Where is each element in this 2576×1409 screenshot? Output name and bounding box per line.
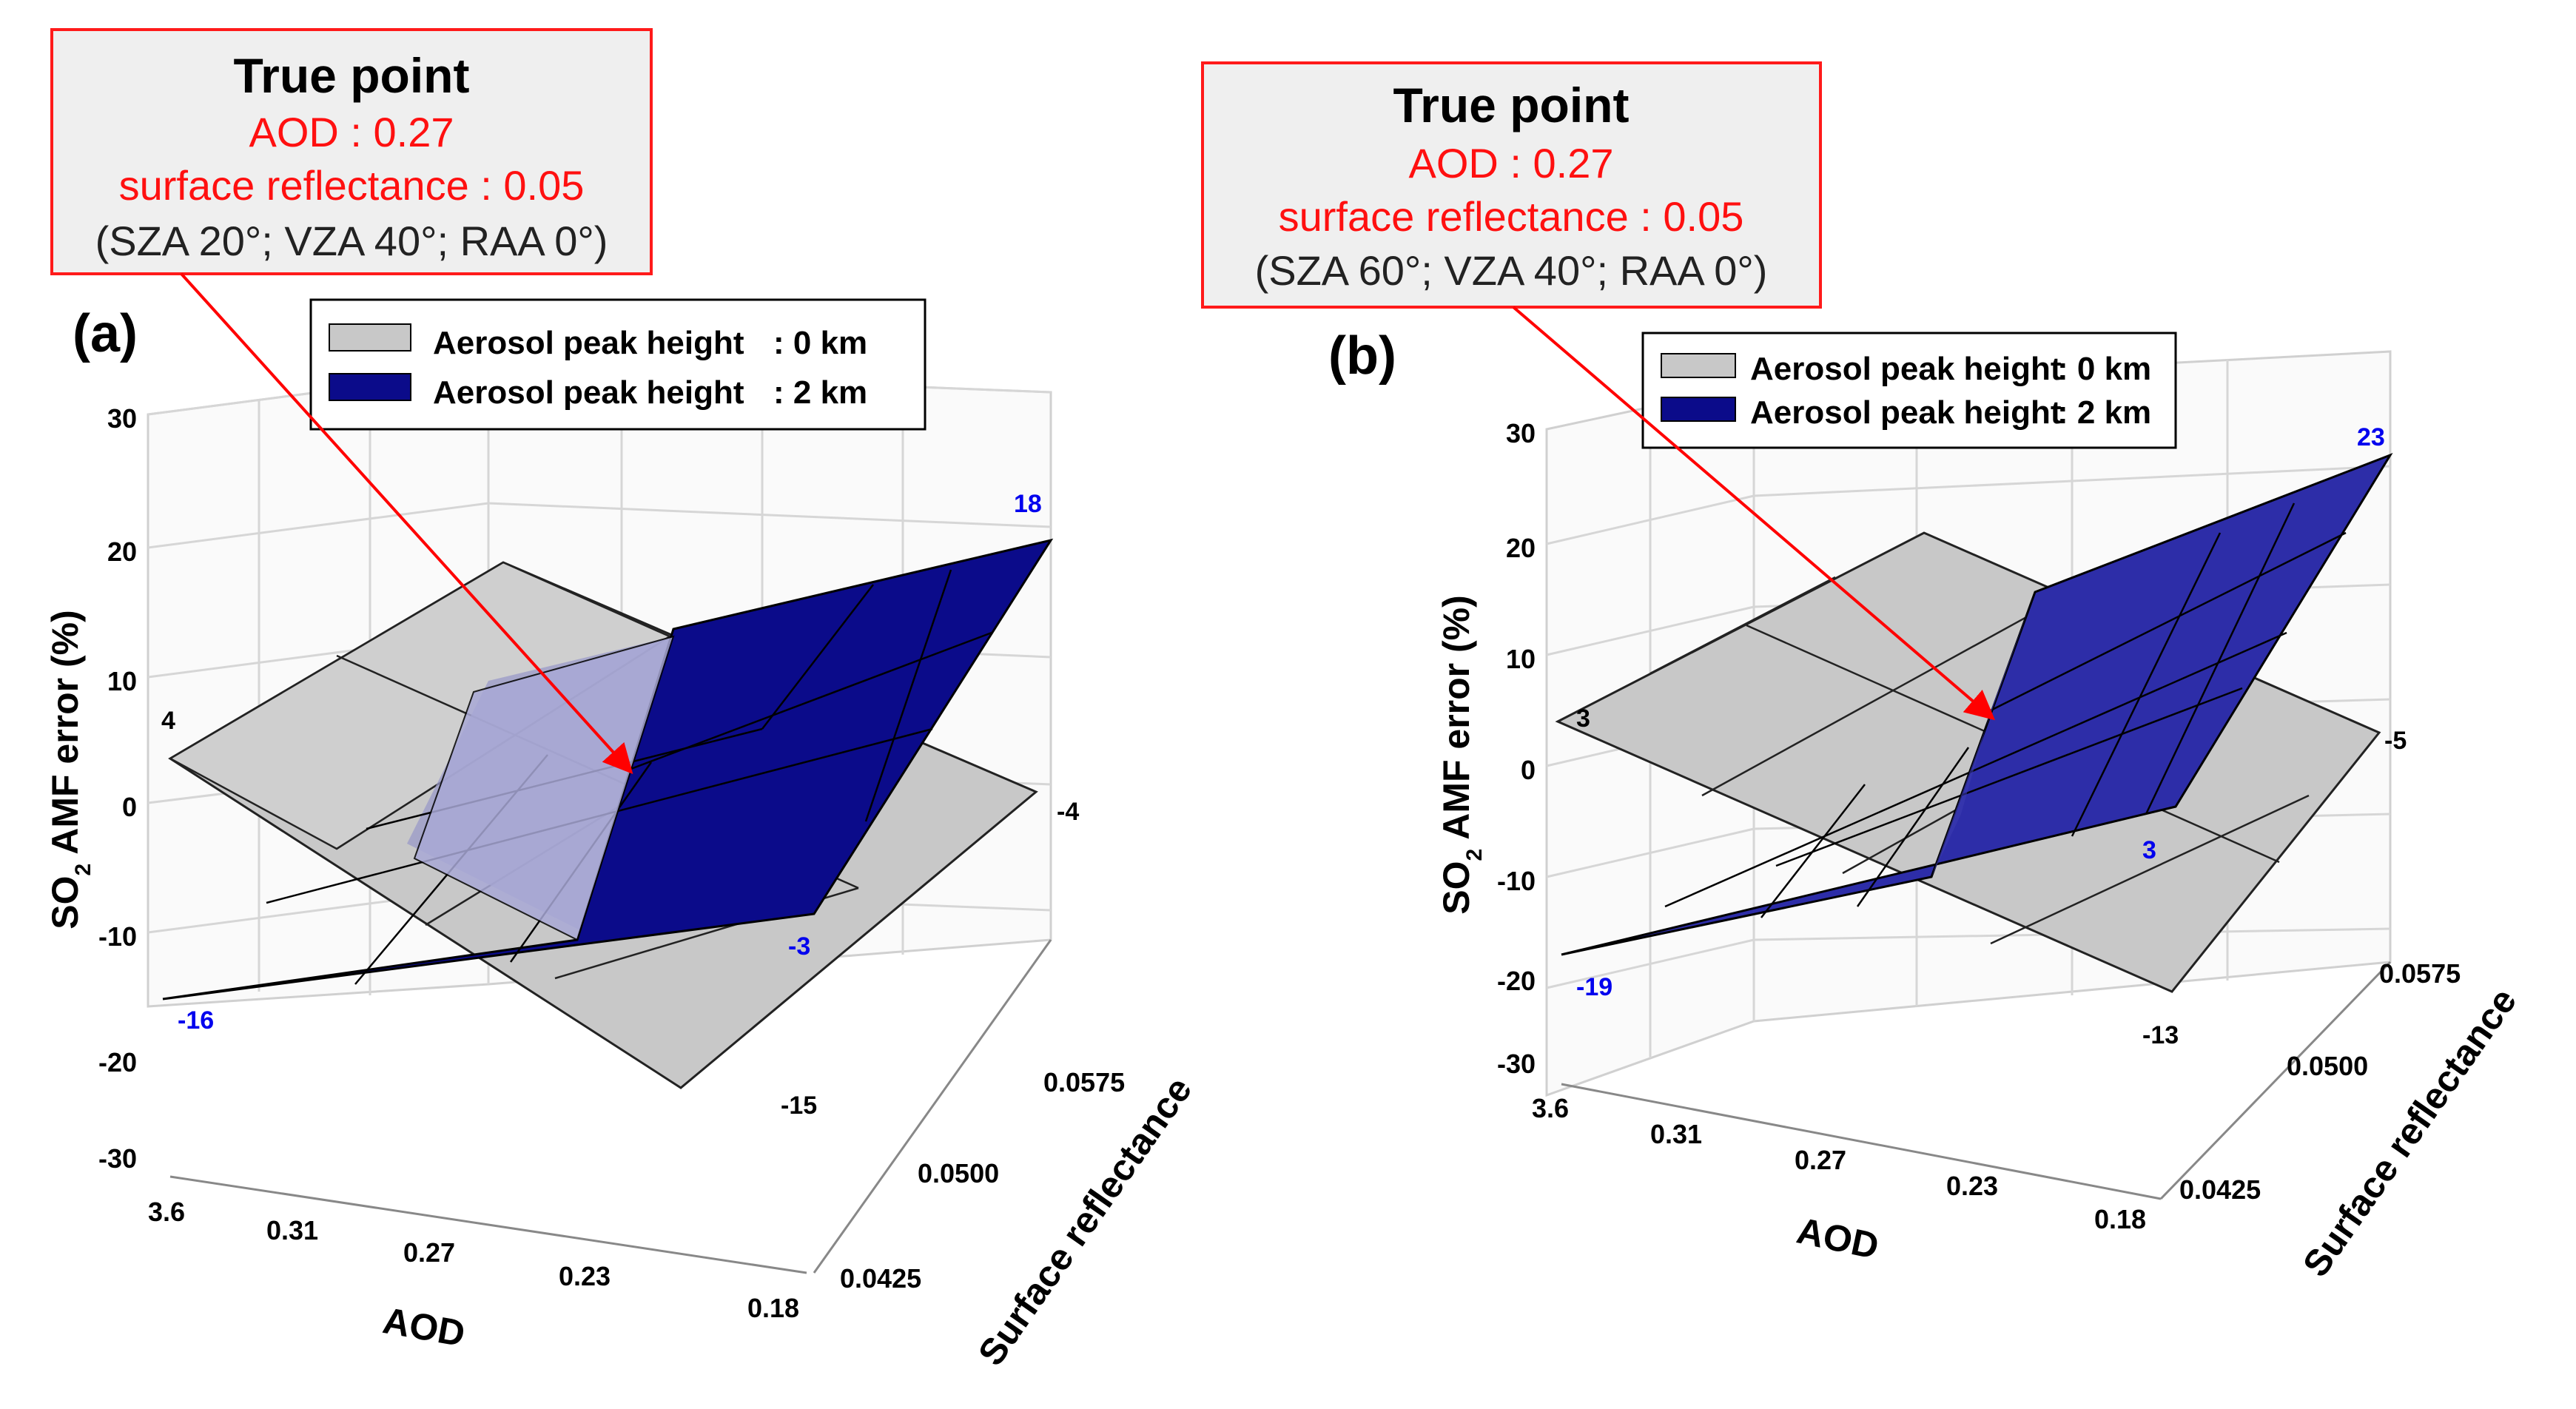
panel-b-legend-label: Aerosol peak height — [1750, 351, 2062, 387]
panel-a-y-axis-line — [813, 939, 1052, 1274]
panel-a: 30 20 10 0 -10 -20 -30 SO2 AMF error (%)… — [44, 28, 1200, 1373]
panel-a-value-label: -3 — [788, 932, 810, 961]
panel-a-z-ticks: 30 20 10 0 -10 -20 -30 — [98, 403, 137, 1174]
panel-a-x-tick: 0.31 — [266, 1215, 318, 1245]
panel-a-x-ticks: 3.6 0.31 0.27 0.23 0.18 — [148, 1197, 799, 1323]
panel-a-z-label: SO2 AMF error (%) — [44, 610, 95, 929]
panel-b: 30 20 10 0 -10 -20 -30 SO2 AMF error (%)… — [1201, 61, 2524, 1284]
panel-a-z-tick: -10 — [98, 921, 137, 952]
panel-a-x-tick: 0.23 — [559, 1261, 611, 1291]
panel-b-legend-label: Aerosol peak height — [1750, 394, 2062, 431]
panel-a-legend-value: : 2 km — [773, 374, 867, 411]
panel-b-z-ticks: 30 20 10 0 -10 -20 -30 — [1497, 418, 1536, 1079]
panel-a-x-tick: 0.27 — [403, 1237, 455, 1268]
panel-a-legend-swatch-0km — [329, 323, 411, 352]
panel-a-y-label: Surface reflectance — [970, 1069, 1200, 1373]
panel-a-y-tick: 0.0500 — [918, 1158, 999, 1188]
panel-b-x-tick: 3.6 — [1532, 1093, 1569, 1123]
panel-a-callout: True point AOD : 0.27 surface reflectanc… — [50, 28, 653, 275]
panel-a-callout-title: True point — [234, 48, 470, 103]
panel-b-value-label: 3 — [1576, 704, 1590, 733]
panel-a-legend-value: : 0 km — [773, 325, 867, 361]
panel-a-value-label: -4 — [1057, 798, 1079, 826]
panel-a-z-tick: 30 — [107, 403, 137, 434]
panel-b-callout-title: True point — [1393, 78, 1630, 132]
panel-b-callout-reflectance: surface reflectance : 0.05 — [1279, 193, 1744, 240]
panel-b-z-tick: 30 — [1506, 418, 1536, 448]
panel-b-x-tick: 0.18 — [2094, 1204, 2146, 1234]
panel-a-value-label: 4 — [161, 707, 175, 735]
panel-a-y-ticks: 0.0425 0.0500 0.0575 — [840, 1067, 1125, 1294]
panel-b-x-label: AOD — [1793, 1209, 1882, 1267]
panel-a-legend: Aerosol peak height : 0 km Aerosol peak … — [309, 298, 927, 431]
panel-a-legend-label: Aerosol peak height — [433, 374, 744, 411]
panel-b-x-tick: 0.23 — [1946, 1171, 1998, 1201]
panel-a-z-tick: 20 — [107, 537, 137, 567]
panel-b-x-tick: 0.31 — [1650, 1119, 1702, 1149]
panel-a-z-tick: -30 — [98, 1143, 137, 1174]
panel-a-x-label: AOD — [380, 1299, 468, 1354]
panel-a-z-tick: 0 — [122, 792, 137, 822]
panel-b-value-label: -13 — [2142, 1021, 2179, 1049]
panel-a-y-tick: 0.0425 — [840, 1263, 921, 1294]
panel-a-value-label: -15 — [781, 1092, 817, 1120]
panel-b-true-point-arrow — [1512, 306, 1996, 721]
panel-a-z-tick: 10 — [107, 666, 137, 696]
panel-b-legend: Aerosol peak height : 0 km Aerosol peak … — [1641, 332, 2177, 449]
panel-b-value-label: 3 — [2142, 836, 2156, 864]
panel-b-z-label: SO2 AMF error (%) — [1436, 595, 1487, 915]
panel-b-callout: True point AOD : 0.27 surface reflectanc… — [1201, 61, 1822, 309]
panel-a-label: (a) — [73, 304, 138, 363]
panel-a-x-tick: 0.18 — [747, 1293, 799, 1323]
panel-a-z-tick: -20 — [98, 1047, 137, 1077]
panel-b-y-tick: 0.0500 — [2287, 1051, 2368, 1081]
panel-a-x-axis-line — [169, 1175, 807, 1274]
panel-b-z-tick: 0 — [1521, 755, 1536, 785]
panel-b-callout-aod: AOD : 0.27 — [1408, 140, 1613, 186]
panel-b-x-axis-line — [1561, 1083, 2162, 1200]
panel-b-surface-2km — [1561, 453, 2393, 956]
panel-b-value-label: -19 — [1576, 973, 1612, 1001]
panel-b-y-tick: 0.0575 — [2379, 958, 2461, 989]
panel-b-z-tick: 10 — [1506, 644, 1536, 674]
panel-a-blue-surface — [162, 538, 1054, 1001]
panel-a-surface-2km — [162, 538, 1054, 1001]
panel-b-callout-geometry: (SZA 60°; VZA 40°; RAA 0°) — [1255, 247, 1768, 294]
panel-b-x-tick: 0.27 — [1795, 1145, 1846, 1175]
panel-a-value-label: -16 — [178, 1006, 214, 1035]
panel-b-legend-value: : 0 km — [2057, 351, 2151, 387]
panel-b-legend-swatch-0km — [1661, 353, 1736, 378]
panel-b-y-tick: 0.0425 — [2179, 1174, 2261, 1205]
panel-a-true-point-arrow — [180, 272, 633, 774]
panel-b-legend-value: : 2 km — [2057, 394, 2151, 431]
panel-b-y-axis-line — [2159, 961, 2392, 1200]
panel-b-legend-swatch-2km — [1661, 397, 1736, 422]
panel-a-callout-geometry: (SZA 20°; VZA 40°; RAA 0°) — [95, 218, 608, 264]
panel-b-x-ticks: 3.6 0.31 0.27 0.23 0.18 — [1532, 1093, 2146, 1234]
panel-a-value-label: 18 — [1014, 490, 1042, 518]
panel-b-z-tick: -30 — [1497, 1049, 1536, 1079]
panel-a-callout-aod: AOD : 0.27 — [249, 109, 454, 155]
panel-b-value-label: 23 — [2357, 423, 2385, 451]
panel-a-callout-reflectance: surface reflectance : 0.05 — [119, 162, 585, 209]
panel-b-value-label: -5 — [2384, 727, 2407, 755]
panel-a-legend-swatch-2km — [329, 373, 411, 401]
panel-a-x-tick: 3.6 — [148, 1197, 185, 1227]
panel-a-legend-label: Aerosol peak height — [433, 325, 744, 361]
panel-a-y-tick: 0.0575 — [1043, 1067, 1125, 1097]
panel-b-label: (b) — [1328, 326, 1396, 386]
panel-b-y-ticks: 0.0425 0.0500 0.0575 — [2179, 958, 2461, 1205]
panel-b-z-tick: -10 — [1497, 866, 1536, 896]
panel-b-z-tick: 20 — [1506, 533, 1536, 563]
panel-b-z-tick: -20 — [1497, 966, 1536, 996]
